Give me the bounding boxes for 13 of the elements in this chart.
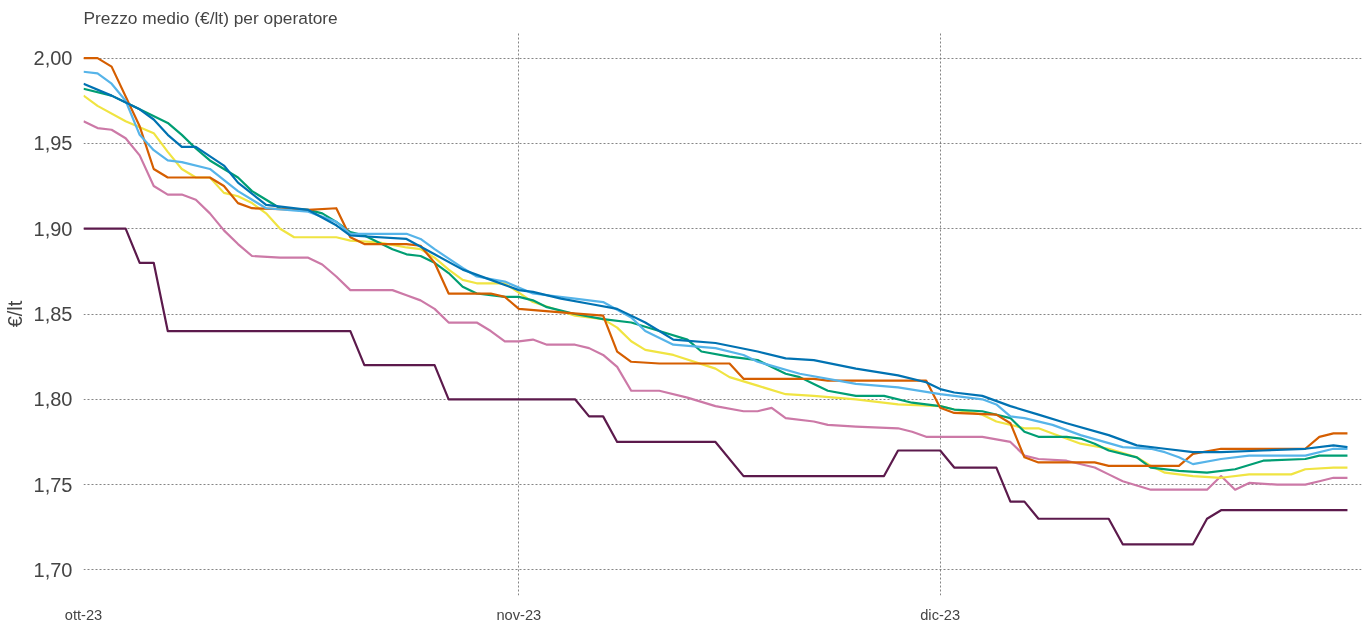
y-tick-label: 1,95 (33, 132, 73, 155)
y-axis-title: €/lt (3, 300, 26, 328)
chart-title: Prezzo medio (€/lt) per operatore (83, 7, 338, 28)
y-tick-label: 2,00 (33, 47, 73, 70)
line-series (83, 227, 1349, 546)
y-tick-label: 1,90 (33, 217, 73, 240)
y-tick-label: 1,85 (33, 303, 73, 325)
y-tick-label: 1,80 (33, 388, 73, 411)
x-tick-label: ott-23 (64, 606, 103, 623)
y-tick-label: 1,70 (33, 558, 73, 581)
y-tick-label: 1,75 (33, 473, 73, 496)
x-tick-label: dic-23 (920, 606, 961, 623)
x-tick-label: nov-23 (496, 606, 542, 623)
